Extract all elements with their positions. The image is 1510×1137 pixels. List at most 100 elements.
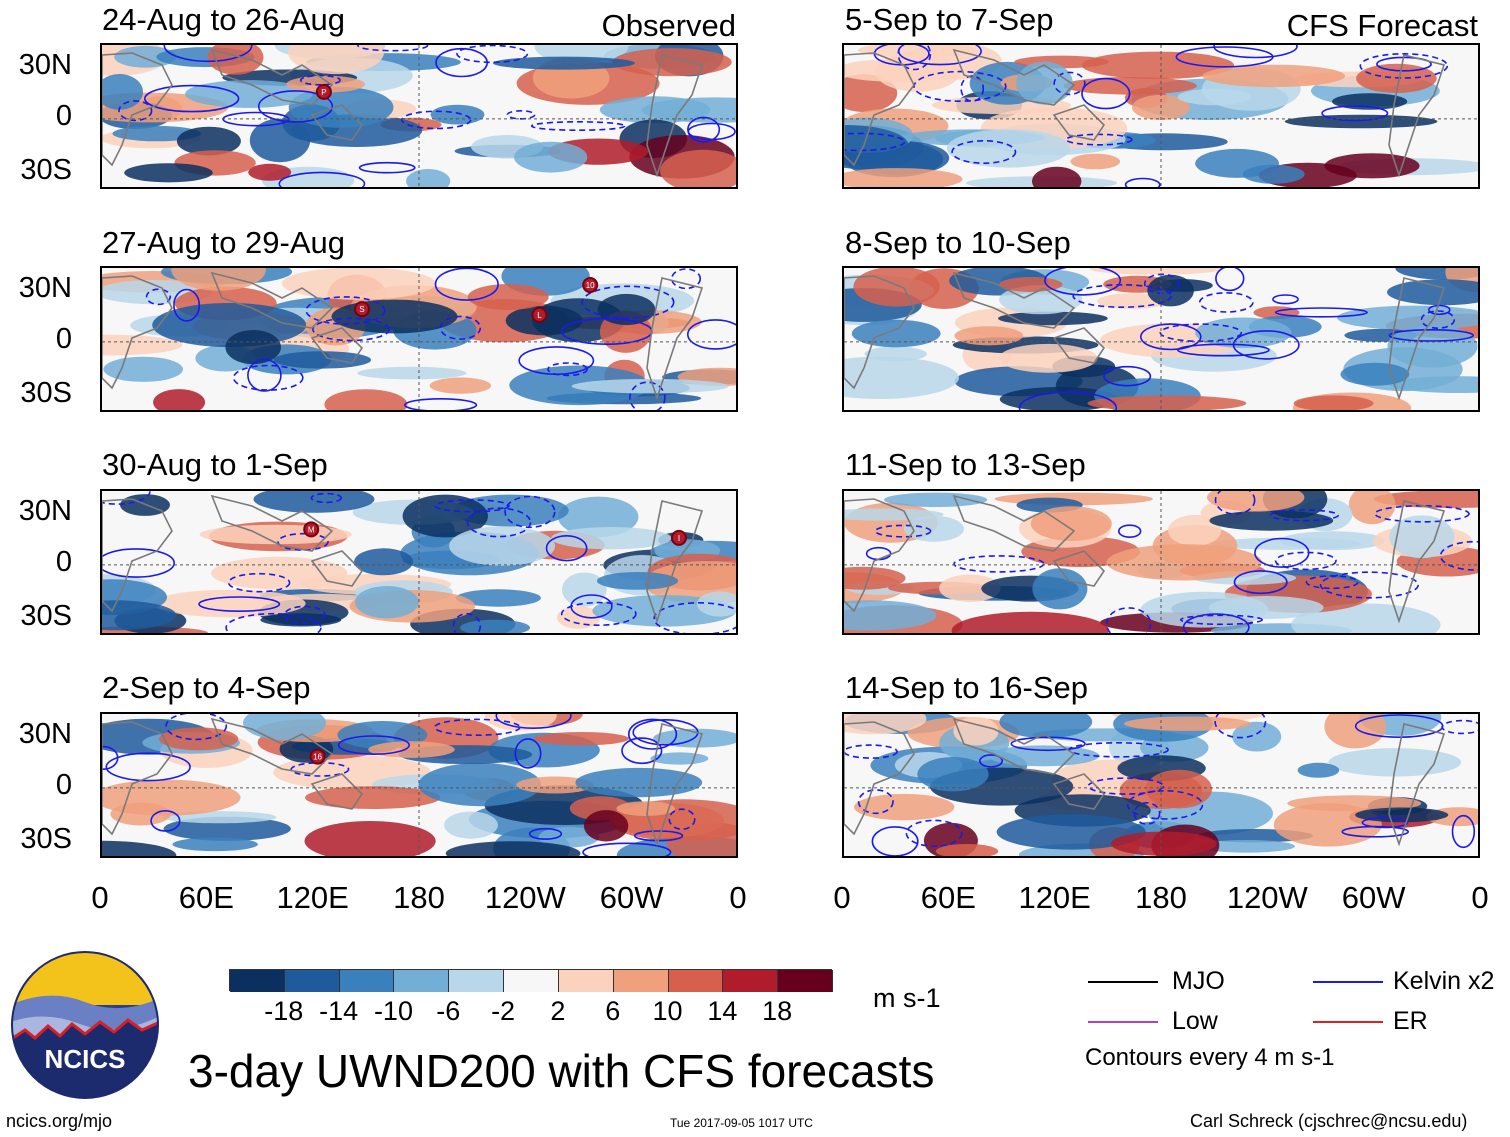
- forecast-label: CFS Forecast: [1286, 8, 1478, 43]
- kelvin-contour: [466, 507, 532, 538]
- kelvin-contour: [514, 738, 542, 769]
- lon-label: 0: [729, 880, 747, 915]
- wind-anomaly-shading: [444, 811, 498, 839]
- kelvin-contour: [1081, 77, 1131, 110]
- wind-anomaly-shading: [1145, 769, 1212, 809]
- coastline: [646, 54, 704, 178]
- kelvin-contour: [1133, 802, 1161, 825]
- wind-anomaly-shading: [935, 844, 999, 856]
- lat-label: 30N: [18, 49, 72, 81]
- wind-anomaly-shading: [575, 767, 703, 798]
- kelvin-contour: [1143, 273, 1180, 295]
- coastline: [952, 48, 1076, 106]
- wind-anomaly-shading: [1089, 268, 1223, 275]
- kelvin-contour: [401, 110, 472, 130]
- kelvin-contour: [337, 735, 410, 756]
- coastline: [310, 550, 364, 587]
- kelvin-contour: [1233, 570, 1288, 595]
- coastline: [1388, 54, 1446, 178]
- kelvin-contour: [1105, 607, 1152, 633]
- wind-anomaly-shading: [163, 816, 291, 841]
- map-field: [844, 45, 1478, 187]
- wind-anomaly-shading: [1032, 568, 1088, 610]
- colorbar-cell: [723, 970, 779, 992]
- kelvin-contour: [545, 535, 588, 562]
- wind-anomaly-shading: [1198, 840, 1295, 853]
- kelvin-contour: [687, 319, 736, 350]
- map-field: [844, 714, 1478, 856]
- wind-anomaly-shading: [1340, 362, 1410, 386]
- kelvin-contour: [150, 810, 181, 832]
- wind-anomaly-shading: [1232, 721, 1282, 752]
- wind-anomaly-shading: [641, 97, 736, 123]
- wind-anomaly-shading: [650, 752, 709, 765]
- kelvin-contour: [143, 84, 240, 113]
- kelvin-contour: [145, 288, 172, 306]
- wind-anomaly-shading: [951, 611, 1109, 633]
- kelvin-contour: [953, 555, 1045, 573]
- kelvin-contour: [687, 116, 721, 143]
- wind-anomaly-shading: [248, 163, 292, 181]
- wind-anomaly-shading: [1063, 77, 1197, 95]
- kelvin-contour: [105, 752, 191, 782]
- wind-anomaly-shading: [844, 600, 937, 631]
- kelvin-contour: [247, 358, 282, 392]
- coastline: [310, 104, 364, 141]
- wind-anomaly-shading: [1106, 544, 1263, 581]
- coastline: [1052, 104, 1106, 141]
- kelvin-contour: [547, 362, 589, 377]
- wind-anomaly-shading: [516, 776, 594, 794]
- kelvin-contour: [951, 140, 1017, 165]
- colorbar-cell: [668, 970, 724, 992]
- kelvin-contour: [1215, 268, 1245, 292]
- er-legend-line: [1313, 1021, 1383, 1023]
- footer-url[interactable]: ncics.org/mjo: [6, 1111, 113, 1131]
- lat-label: 0: [55, 769, 72, 801]
- lat-label: 30N: [18, 272, 72, 304]
- kelvin-contour: [897, 45, 982, 66]
- coastline: [1388, 277, 1446, 401]
- panel-title: 11-Sep to 13-Sep: [845, 447, 1086, 482]
- wind-anomaly-shading: [844, 508, 944, 521]
- kelvin-contour: [1420, 310, 1456, 330]
- wind-anomaly-shading: [1328, 748, 1462, 777]
- wind-anomaly-shading: [854, 793, 955, 821]
- kelvin-contour: [358, 161, 416, 174]
- wind-anomaly-shading: [1387, 325, 1478, 368]
- kelvin-contour: [1072, 283, 1173, 308]
- colorbar-cell: [284, 970, 340, 992]
- wind-anomaly-shading: [102, 334, 183, 356]
- wind-anomaly-shading: [1177, 88, 1252, 106]
- wind-anomaly-shading: [1087, 395, 1247, 410]
- lon-label: 0: [1471, 880, 1489, 915]
- coastline: [102, 52, 173, 167]
- kelvin-contour: [1044, 268, 1122, 296]
- panel-title: 30-Aug to 1-Sep: [102, 447, 328, 482]
- kelvin-contour: [913, 70, 1007, 103]
- wind-anomaly-shading: [484, 714, 557, 731]
- kelvin-contour: [1321, 105, 1389, 122]
- wind-anomaly-shading: [455, 589, 541, 607]
- wind-anomaly-shading: [696, 591, 736, 617]
- kelvin-contour: [528, 827, 563, 840]
- map-field: S L 10: [102, 268, 736, 410]
- wind-anomaly-shading: [917, 757, 989, 792]
- kelvin-contour: [434, 268, 499, 301]
- wind-anomaly-shading: [558, 496, 639, 538]
- kelvin-contour: [1126, 790, 1204, 820]
- kelvin-legend-label: Kelvin x2: [1393, 967, 1495, 995]
- wind-anomaly-shading: [946, 129, 1071, 168]
- map-panel-observed-1: P: [100, 43, 738, 189]
- contours-note: Contours every 4 m s-1: [1085, 1044, 1335, 1071]
- kelvin-contour: [1018, 391, 1118, 410]
- kelvin-contour: [257, 90, 334, 123]
- storm-marker: 10: [582, 277, 599, 294]
- colorbar-tick-label: -14: [319, 996, 359, 1026]
- wind-anomaly-shading: [954, 326, 1023, 346]
- kelvin-contour: [102, 491, 151, 505]
- er-legend-label: ER: [1393, 1007, 1428, 1035]
- wind-anomaly-shading: [273, 351, 372, 369]
- svg-text:M: M: [308, 525, 315, 534]
- wind-anomaly-shading: [102, 840, 177, 856]
